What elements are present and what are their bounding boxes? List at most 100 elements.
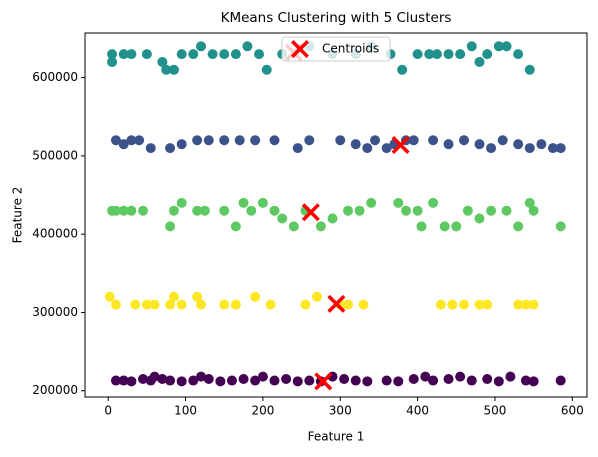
point <box>130 299 141 310</box>
point <box>547 143 558 154</box>
point <box>269 135 280 146</box>
point <box>505 371 516 382</box>
point <box>408 373 419 384</box>
point <box>327 213 338 224</box>
point <box>466 375 477 386</box>
x-axis-label: Feature 1 <box>308 430 365 444</box>
point <box>165 375 176 386</box>
point <box>104 291 115 302</box>
point <box>493 376 504 387</box>
point <box>354 205 365 216</box>
point <box>393 376 404 387</box>
point <box>226 375 237 386</box>
point <box>269 375 280 386</box>
point <box>304 375 315 386</box>
point <box>513 221 524 232</box>
point <box>118 375 129 386</box>
point <box>246 205 257 216</box>
point <box>428 135 439 146</box>
point <box>196 371 207 382</box>
axes-frame <box>84 32 588 398</box>
point <box>439 221 450 232</box>
point <box>149 371 160 382</box>
point <box>493 41 504 52</box>
point <box>443 139 454 150</box>
point <box>524 64 535 75</box>
point <box>381 375 392 386</box>
point <box>555 375 566 386</box>
point <box>176 197 187 208</box>
point <box>431 49 442 60</box>
point <box>486 143 497 154</box>
point <box>281 373 292 384</box>
point <box>288 221 299 232</box>
point <box>304 135 315 146</box>
centroid <box>301 203 320 222</box>
y-tick-label: 400000 <box>32 227 78 241</box>
point <box>420 371 431 382</box>
point <box>157 373 168 384</box>
point <box>126 376 137 387</box>
x-tick-label: 500 <box>484 404 507 418</box>
point <box>165 299 176 310</box>
point <box>312 291 323 302</box>
point <box>482 373 493 384</box>
point <box>501 41 512 52</box>
point <box>250 375 261 386</box>
point <box>524 143 535 154</box>
point <box>126 49 137 60</box>
legend-box <box>281 36 391 62</box>
point <box>474 139 485 150</box>
point <box>350 375 361 386</box>
point <box>339 373 350 384</box>
point <box>138 205 149 216</box>
point <box>536 139 547 150</box>
x-tick-label: 100 <box>174 404 197 418</box>
point <box>277 213 288 224</box>
point <box>466 41 477 52</box>
point <box>358 299 369 310</box>
y-tick-label: 500000 <box>32 148 78 162</box>
point <box>250 135 261 146</box>
point <box>215 376 226 387</box>
point <box>401 205 412 216</box>
x-tick-label: 600 <box>561 404 584 418</box>
point <box>192 291 203 302</box>
y-axis-label: Feature 2 <box>11 187 25 244</box>
point <box>219 299 230 310</box>
point <box>424 49 435 60</box>
point <box>219 205 230 216</box>
point <box>238 373 249 384</box>
point <box>141 49 152 60</box>
point <box>196 299 207 310</box>
centroid <box>314 372 333 391</box>
point <box>486 205 497 216</box>
point <box>168 291 179 302</box>
point <box>107 56 118 67</box>
point <box>230 221 241 232</box>
point <box>459 135 470 146</box>
point <box>497 135 508 146</box>
point <box>455 371 466 382</box>
point <box>528 205 539 216</box>
point <box>149 299 160 310</box>
point <box>168 205 179 216</box>
point <box>362 376 373 387</box>
point <box>513 139 524 150</box>
point <box>219 135 230 146</box>
centroid <box>391 135 410 154</box>
point <box>126 205 137 216</box>
point <box>110 135 121 146</box>
point <box>110 205 121 216</box>
point <box>138 373 149 384</box>
point <box>443 49 454 60</box>
legend-label: Centroids <box>322 42 379 56</box>
point <box>145 143 156 154</box>
point <box>350 139 361 150</box>
point <box>107 49 118 60</box>
point <box>362 143 373 154</box>
point <box>520 299 531 310</box>
centroid <box>327 294 346 313</box>
point <box>257 197 268 208</box>
